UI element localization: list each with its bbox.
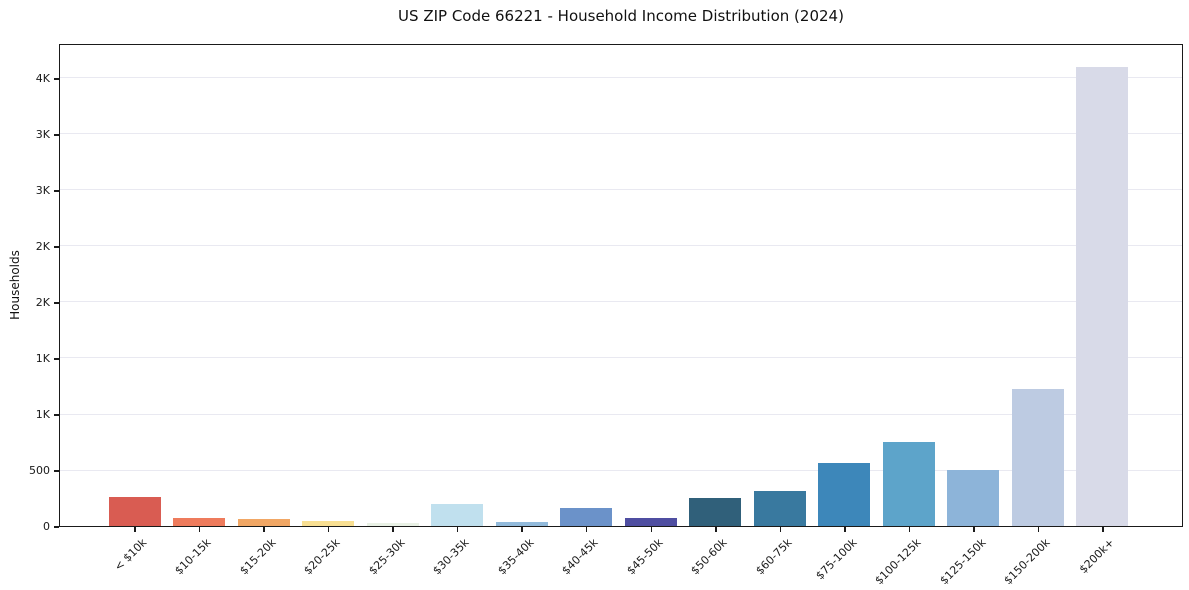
x-tick-mark bbox=[779, 527, 782, 532]
x-tick-mark bbox=[650, 527, 652, 532]
y-tick-label: 0 bbox=[43, 520, 50, 533]
gridline bbox=[60, 357, 1182, 359]
y-tick-label: 2K bbox=[35, 295, 50, 309]
y-tick-mark bbox=[54, 358, 59, 360]
x-tick-label: $200k+ bbox=[1077, 536, 1118, 577]
y-tick-label: 500 bbox=[29, 463, 50, 477]
chart-title: US ZIP Code 66221 - Household Income Dis… bbox=[398, 7, 844, 25]
gridline bbox=[60, 189, 1182, 191]
x-tick-mark bbox=[263, 527, 265, 532]
bar-30-35k bbox=[431, 504, 484, 526]
x-tick-label: $15-20k bbox=[236, 536, 279, 578]
bar-20-25k bbox=[302, 520, 355, 526]
x-tick-label: $100-125k bbox=[872, 536, 924, 588]
x-tick-label: $45-50k bbox=[624, 536, 666, 578]
x-tick-mark bbox=[521, 527, 523, 532]
x-tick-label: $20-25k bbox=[301, 536, 343, 578]
bar-10k bbox=[108, 496, 161, 526]
y-tick-mark bbox=[54, 526, 59, 528]
x-tick-mark bbox=[973, 527, 975, 532]
y-tick-mark bbox=[54, 302, 59, 304]
bar-10-15k bbox=[173, 518, 226, 526]
y-tick-label: 2K bbox=[35, 239, 50, 253]
y-tick-label: 3K bbox=[35, 183, 50, 197]
x-tick-mark bbox=[456, 527, 459, 532]
bar-60-75k bbox=[753, 491, 806, 526]
gridline bbox=[60, 413, 1182, 415]
x-tick-mark bbox=[585, 527, 588, 532]
gridline bbox=[60, 77, 1182, 79]
y-tick-mark bbox=[54, 78, 59, 80]
x-tick-mark bbox=[908, 527, 911, 532]
y-tick-mark bbox=[54, 470, 59, 472]
bar-200k bbox=[1076, 66, 1129, 526]
y-tick-label: 1K bbox=[35, 407, 50, 421]
x-tick-mark bbox=[134, 527, 136, 532]
x-tick-label: $40-45k bbox=[559, 536, 601, 578]
x-tick-label: $50-60k bbox=[688, 536, 730, 578]
bar-100-125k bbox=[882, 442, 935, 526]
gridline bbox=[60, 245, 1182, 247]
y-tick-label: 3K bbox=[35, 127, 50, 141]
x-tick-label: $150-200k bbox=[1001, 536, 1053, 588]
x-tick-mark bbox=[392, 527, 394, 532]
bar-150-200k bbox=[1011, 389, 1064, 526]
x-tick-mark bbox=[327, 527, 330, 532]
bar-15-20k bbox=[237, 519, 290, 526]
x-tick-mark bbox=[1037, 527, 1040, 532]
x-tick-label: $10-15k bbox=[172, 536, 214, 578]
plot-area bbox=[59, 44, 1183, 527]
y-tick-label: 4K bbox=[35, 71, 50, 85]
x-tick-mark bbox=[715, 527, 717, 532]
y-tick-label: 1K bbox=[35, 351, 50, 365]
x-tick-label: $35-40k bbox=[495, 536, 537, 578]
y-tick-mark bbox=[54, 246, 59, 248]
x-tick-label: $25-30k bbox=[366, 536, 408, 578]
bar-50-60k bbox=[689, 498, 742, 526]
y-tick-mark bbox=[54, 134, 59, 136]
x-tick-mark bbox=[198, 527, 201, 532]
x-tick-label: $60-75k bbox=[753, 536, 795, 578]
gridline bbox=[60, 301, 1182, 303]
x-tick-label: $75-100k bbox=[812, 536, 860, 583]
bar-125-150k bbox=[947, 470, 1000, 526]
bar-40-45k bbox=[560, 508, 613, 526]
bar-25-30k bbox=[366, 522, 419, 526]
y-tick-mark bbox=[54, 414, 59, 416]
x-tick-label: $125-150k bbox=[936, 536, 989, 588]
gridline bbox=[60, 133, 1182, 135]
gridline bbox=[60, 469, 1182, 471]
x-tick-mark bbox=[1102, 527, 1104, 532]
y-tick-mark bbox=[54, 190, 59, 192]
bar-45-50k bbox=[624, 517, 677, 526]
bar-35-40k bbox=[495, 521, 548, 526]
bar-75-100k bbox=[818, 463, 871, 526]
x-tick-label: $30-35k bbox=[430, 536, 472, 578]
x-tick-mark bbox=[844, 527, 846, 532]
x-tick-label: < $10k bbox=[111, 536, 150, 574]
